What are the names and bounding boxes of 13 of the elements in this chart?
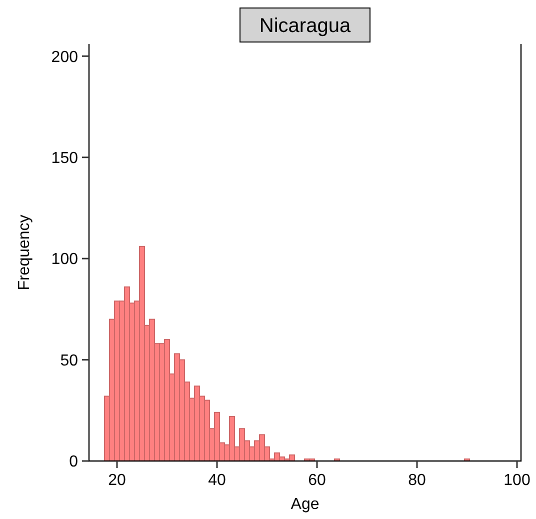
x-tick-label: 60	[308, 472, 326, 489]
y-tick-label: 200	[51, 48, 78, 66]
x-tick-label: 100	[504, 472, 530, 489]
y-tick-label: 100	[51, 251, 78, 268]
x-tick-label: 20	[108, 472, 126, 489]
y-axis-title: Frequency	[16, 214, 33, 290]
y-tick-label: 0	[69, 454, 78, 471]
y-tick-label: 150	[51, 150, 78, 167]
chart-title: Nicaragua	[259, 15, 352, 37]
x-axis-title: Age	[290, 496, 320, 513]
x-tick-label: 80	[408, 472, 426, 489]
y-tick-label: 50	[60, 352, 78, 370]
x-tick-label: 40	[208, 472, 226, 489]
